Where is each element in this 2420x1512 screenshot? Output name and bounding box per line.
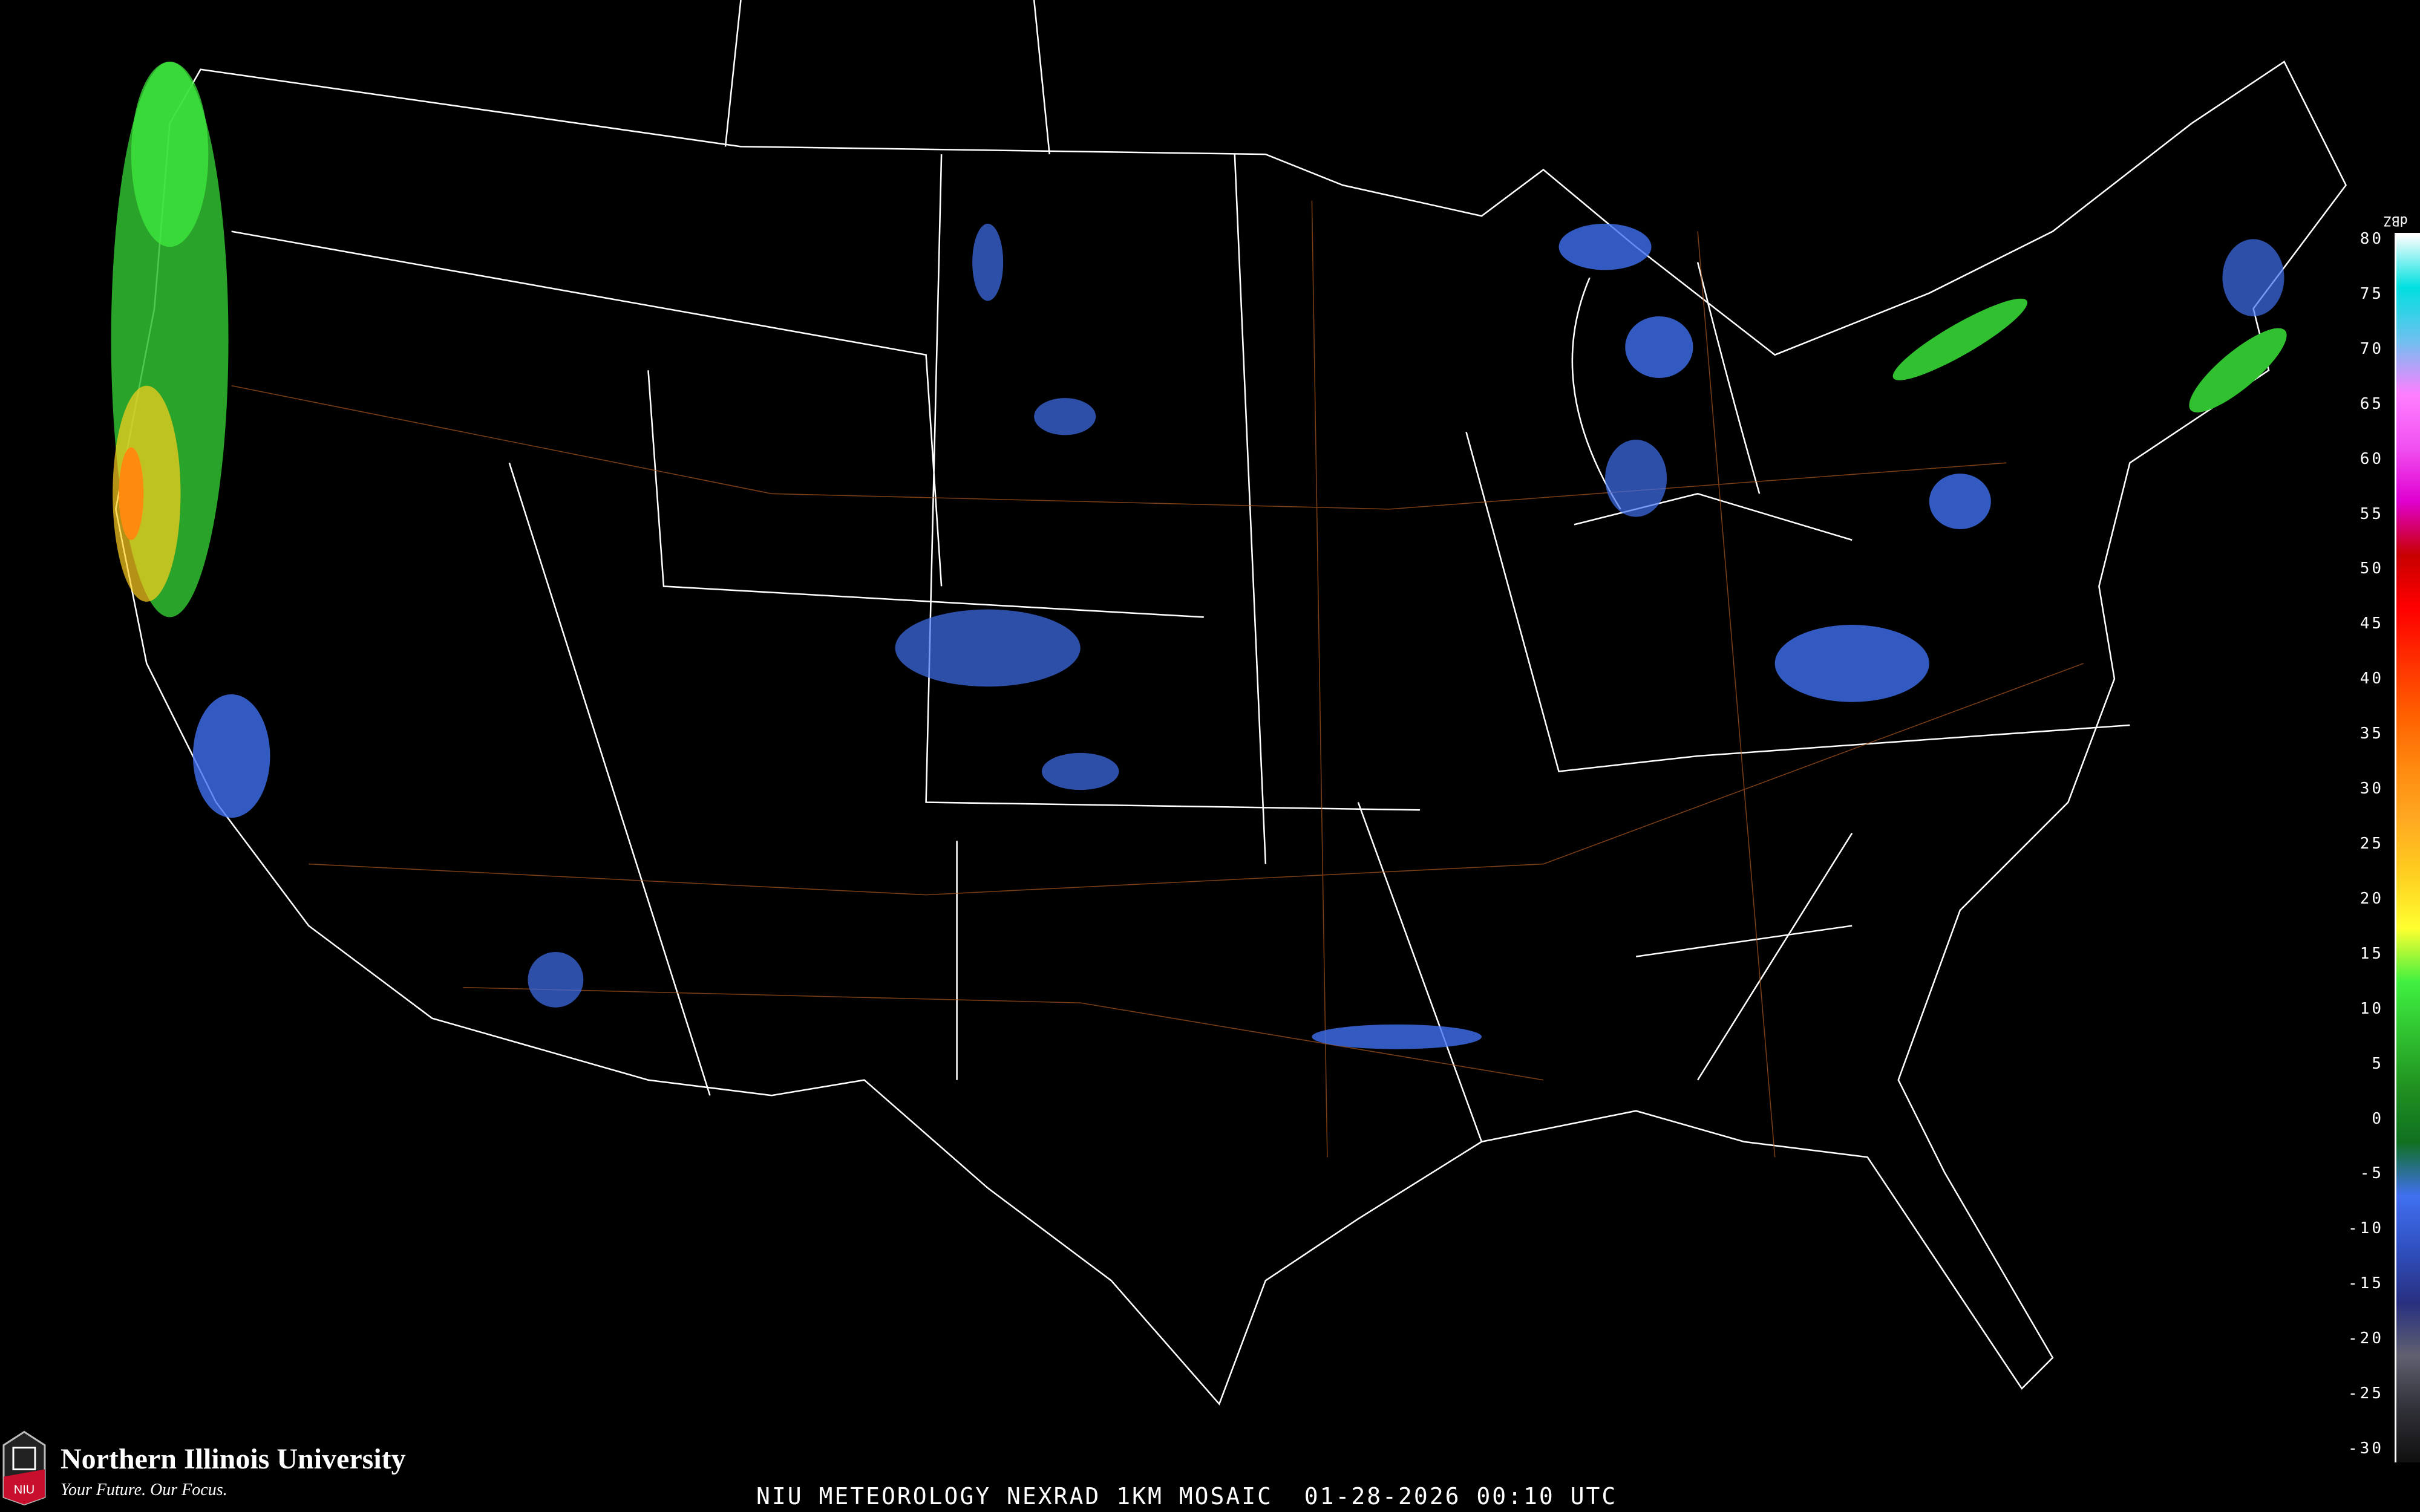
radar-echoes [111, 62, 2287, 1049]
university-tagline: Your Future. Our Focus. [60, 1481, 227, 1499]
legend-tick: 20 [2360, 889, 2384, 908]
legend-tick: 45 [2360, 614, 2384, 633]
niu-logo: NIU Northern Illinois University Your Fu… [2, 1430, 406, 1506]
legend-tick: 50 [2360, 559, 2384, 578]
legend-tick: 0 [2372, 1109, 2384, 1128]
dbz-color-legend [2395, 233, 2420, 1462]
legend-tick: 10 [2360, 999, 2384, 1018]
legend-tick: 55 [2360, 504, 2384, 523]
legend-tick: -10 [2348, 1219, 2384, 1238]
legend-tick: 30 [2360, 780, 2384, 798]
legend-tick: -25 [2348, 1384, 2384, 1403]
legend-tick: 70 [2360, 339, 2384, 358]
legend-tick: 80 [2360, 230, 2384, 248]
map-title: NIU METEOROLOGY NEXRAD 1KM MOSAIC 01-28-… [756, 1483, 1618, 1510]
legend-tick: 35 [2360, 725, 2384, 743]
legend-tick: -20 [2348, 1329, 2384, 1348]
svg-text:NIU: NIU [14, 1484, 34, 1497]
niu-shield-icon: NIU [2, 1430, 46, 1506]
legend-tick: 60 [2360, 449, 2384, 468]
roads [231, 200, 2084, 1158]
legend-tick: -5 [2360, 1164, 2384, 1183]
university-name: Northern Illinois University [60, 1443, 406, 1475]
legend-tick: 25 [2360, 835, 2384, 853]
legend-tick: 15 [2360, 944, 2384, 963]
us-outline [115, 0, 2347, 1406]
legend-unit: dBZ [2384, 213, 2408, 228]
legend-tick: 65 [2360, 394, 2384, 413]
legend-tick: -30 [2348, 1439, 2384, 1458]
legend-tick: 40 [2360, 670, 2384, 688]
legend-tick: 5 [2372, 1054, 2384, 1073]
legend-tick: -15 [2348, 1274, 2384, 1293]
legend-tick: 75 [2360, 284, 2384, 303]
